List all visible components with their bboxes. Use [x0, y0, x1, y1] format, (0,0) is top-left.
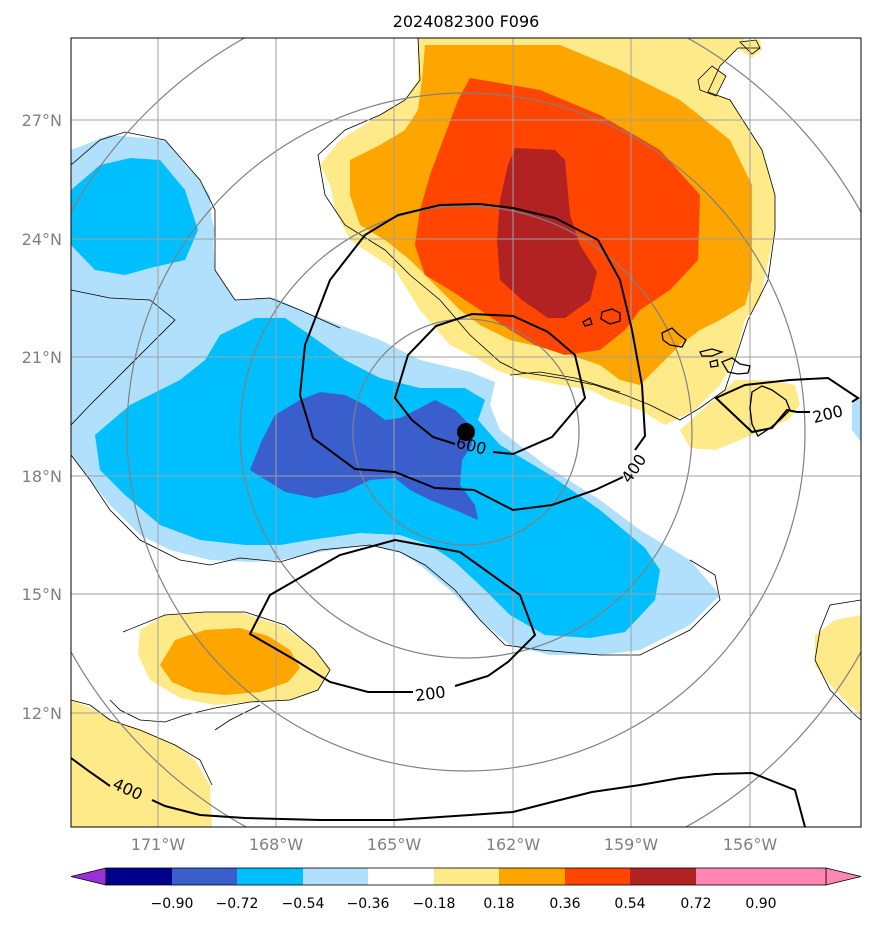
gridlines [71, 38, 861, 827]
lon-label-162: 162°W [486, 835, 541, 854]
range-ring-2 [239, 205, 693, 659]
storm-center-marker [457, 423, 475, 441]
colorbar-ticks: −0.90 −0.72 −0.54 −0.36 −0.18 0.18 0.36 … [151, 896, 777, 912]
lon-label-165: 165°W [367, 835, 422, 854]
contour-200-south [248, 538, 537, 693]
map-content: 600 400 200 200 400 [71, 38, 861, 827]
shade-max-pos-north [497, 148, 597, 318]
island-lanai [709, 359, 719, 368]
colorbar-tick-3: −0.36 [347, 896, 390, 912]
shade-strong-neg-main [250, 392, 478, 520]
lon-label-168: 168°W [249, 835, 304, 854]
island-niihau [582, 317, 593, 327]
colorbar-extend-high [825, 867, 862, 886]
outline-west-lower [71, 454, 721, 656]
outline-central [214, 704, 261, 731]
colorbar-tick-4: −0.18 [413, 896, 456, 912]
lat-label-27: 27°N [22, 111, 62, 130]
outline-ne-small2 [739, 39, 761, 55]
shade-weak-pos-south [71, 700, 212, 827]
lon-label-159: 159°W [604, 835, 659, 854]
contour-600 [393, 312, 587, 456]
colorbar-seg-2 [237, 868, 303, 885]
lat-label-12: 12°N [22, 704, 62, 723]
colorbar-seg-4 [368, 868, 434, 885]
colorbar-tick-8: 0.72 [680, 896, 711, 912]
range-ring-3 [126, 92, 806, 772]
colorbar-tick-0: −0.90 [151, 896, 194, 912]
range-rings [71, 38, 861, 827]
outline-sw-blob [109, 611, 331, 723]
colorbar-frame [105, 867, 827, 886]
colorbar: −0.90 −0.72 −0.54 −0.36 −0.18 0.18 0.36 … [70, 867, 862, 912]
anomaly-outlines [71, 38, 861, 786]
shade-mid-pos-sw [160, 628, 300, 695]
colorbar-seg-6 [499, 868, 565, 885]
colorbar-seg-3 [303, 868, 368, 885]
shade-weak-neg-east [852, 395, 861, 442]
map-frame [70, 37, 862, 828]
range-ring-1 [352, 318, 580, 546]
island-kauai [600, 308, 621, 325]
colorbar-seg-10 [761, 868, 826, 885]
colorbar-seg-8 [630, 868, 696, 885]
lat-label-18: 18°N [22, 467, 62, 486]
colorbar-seg-7 [565, 868, 630, 885]
outline-south [71, 699, 213, 786]
contour-400-south [71, 757, 806, 827]
colorbar-tick-5: 0.18 [483, 896, 514, 912]
colorbar-extend-low [70, 867, 107, 886]
lat-label-24: 24°N [22, 230, 62, 249]
island-molokai [699, 348, 724, 357]
colorbar-tick-2: −0.54 [282, 896, 325, 912]
island-oahu [661, 327, 687, 348]
colorbar-seg-0 [106, 868, 172, 885]
colorbar-tick-7: 0.54 [614, 896, 645, 912]
island-maui [721, 357, 751, 375]
island-hawaii [749, 385, 791, 437]
outline-hawaii-region [509, 371, 621, 393]
contour-400-main [298, 202, 647, 512]
colorbar-seg-5 [434, 868, 499, 885]
colorbar-tick-6: 0.36 [549, 896, 580, 912]
shade-weak-pos-hawaii [680, 380, 800, 450]
colorbar-tick-1: −0.72 [216, 896, 259, 912]
colorbar-tick-9: 0.90 [745, 896, 776, 912]
contour-label-200-south: 200 [414, 682, 447, 705]
colorbar-seg-1 [172, 868, 237, 885]
lon-label-171: 171°W [131, 835, 186, 854]
shade-weak-pos-east [815, 615, 861, 715]
outline-west-blob [71, 289, 176, 426]
lat-label-15: 15°N [22, 585, 62, 604]
shade-mid-neg-nw [71, 158, 198, 275]
outline-north [317, 38, 776, 421]
lon-labels: 171°W 168°W 165°W 162°W 159°W 156°W [131, 835, 778, 854]
hawaiian-islands [582, 308, 791, 437]
black-contours [71, 202, 860, 827]
colorbar-seg-9 [696, 868, 761, 885]
lon-label-156: 156°W [723, 835, 778, 854]
lat-label-21: 21°N [22, 348, 62, 367]
contour-200-east [714, 376, 860, 434]
map-title: 2024082300 F096 [393, 12, 540, 31]
outline-nw-blob [71, 131, 341, 329]
lat-labels: 27°N 24°N 21°N 18°N 15°N 12°N [22, 111, 62, 723]
outline-ne-small [697, 65, 727, 97]
outline-east [814, 599, 861, 721]
